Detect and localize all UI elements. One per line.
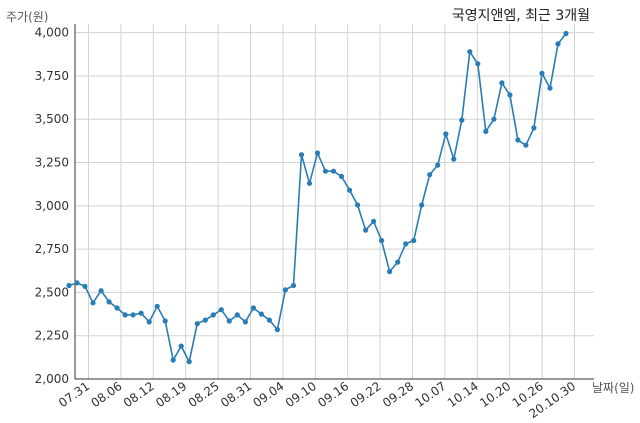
x-axis-title: 날짜(일) <box>592 381 635 395</box>
data-point <box>122 312 128 318</box>
data-point <box>451 156 457 162</box>
data-point <box>539 70 545 76</box>
data-point <box>226 318 232 324</box>
data-point <box>355 202 361 208</box>
data-point <box>475 61 481 67</box>
data-point <box>427 172 433 178</box>
x-tick-label: 08.19 <box>153 379 189 410</box>
data-point <box>531 125 537 131</box>
data-point <box>210 312 216 318</box>
data-point <box>306 180 313 186</box>
y-tick-label: 2,250 <box>35 329 69 343</box>
data-point <box>298 152 305 158</box>
data-point <box>507 92 513 98</box>
data-point <box>90 300 96 306</box>
y-tick-label: 3,750 <box>35 69 69 83</box>
data-point <box>379 237 385 244</box>
data-point <box>499 80 505 86</box>
data-point <box>186 359 192 365</box>
data-point <box>266 317 272 323</box>
data-point <box>483 128 489 134</box>
data-point <box>194 321 200 327</box>
y-axis-title: 주가(원) <box>6 10 49 24</box>
y-tick-label: 3,250 <box>35 156 69 170</box>
data-point <box>98 288 104 294</box>
y-tick-label: 3,500 <box>35 112 69 126</box>
data-point <box>242 319 248 325</box>
data-point <box>178 343 184 349</box>
data-point <box>491 116 497 122</box>
data-point <box>106 299 112 305</box>
data-point <box>363 227 369 233</box>
y-tick-label: 2,000 <box>35 372 69 386</box>
data-point <box>467 49 473 55</box>
x-tick-label: 09.22 <box>348 379 384 410</box>
data-point <box>114 305 120 311</box>
data-point <box>563 30 569 37</box>
x-tick-label: 10.14 <box>445 379 481 410</box>
x-tick-label: 08.25 <box>186 379 222 410</box>
data-point <box>234 312 240 318</box>
y-tick-label: 3,000 <box>35 199 69 213</box>
data-point <box>82 283 88 289</box>
data-point <box>138 310 144 316</box>
data-point <box>523 142 529 148</box>
data-point <box>555 41 561 47</box>
data-point <box>443 131 449 137</box>
data-point <box>170 357 176 363</box>
x-tick-label: 08.31 <box>218 379 254 410</box>
data-point <box>459 117 465 123</box>
data-point <box>419 202 425 208</box>
y-tick-label: 2,500 <box>35 285 69 299</box>
data-point <box>395 259 401 265</box>
data-point <box>74 280 80 286</box>
data-point <box>338 173 345 179</box>
data-point <box>202 317 208 323</box>
data-point <box>371 218 377 224</box>
data-point <box>146 319 152 325</box>
data-point <box>347 187 353 193</box>
data-point <box>250 305 256 311</box>
data-point <box>411 237 417 244</box>
data-point <box>130 312 136 318</box>
data-point <box>547 85 553 91</box>
data-point <box>218 307 224 313</box>
data-point <box>154 303 160 309</box>
x-tick-label: 10.07 <box>412 379 448 410</box>
data-point <box>314 150 321 156</box>
chart-title: 국영지앤엠, 최근 3개월 <box>451 8 590 24</box>
x-tick-label: 09.28 <box>380 379 416 410</box>
x-tick-label: 08.06 <box>88 379 124 410</box>
data-point <box>258 311 264 317</box>
y-tick-label: 2,750 <box>35 242 69 256</box>
x-tick-label: 10.20 <box>477 379 513 410</box>
data-point <box>322 168 329 174</box>
data-point <box>515 137 521 143</box>
data-point <box>274 327 280 333</box>
data-point <box>387 269 393 275</box>
data-point <box>66 282 72 289</box>
data-point <box>330 168 337 174</box>
x-tick-label: 09.10 <box>283 379 319 410</box>
y-tick-label: 4,000 <box>35 26 69 40</box>
data-point <box>403 241 409 247</box>
data-point <box>290 282 297 289</box>
data-point <box>435 162 441 168</box>
x-tick-label: 09.04 <box>250 379 286 410</box>
data-point <box>282 287 288 293</box>
x-tick-label: 08.12 <box>121 379 157 410</box>
data-point <box>162 318 168 324</box>
x-tick-label: 09.16 <box>315 379 351 410</box>
